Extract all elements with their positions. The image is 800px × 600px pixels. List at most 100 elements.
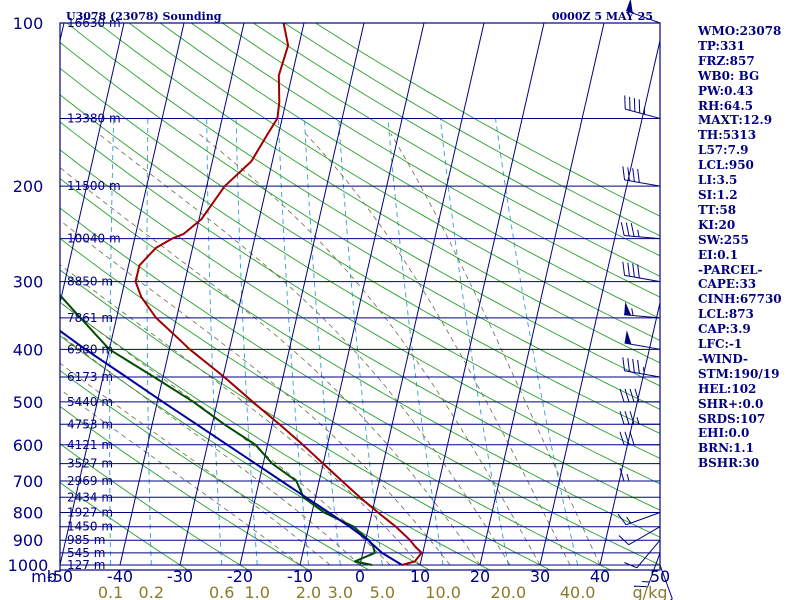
- height-label: 985 m: [67, 533, 105, 547]
- panel-item: LI:3.5: [698, 173, 738, 188]
- mixing-ratio-label: 0.6: [209, 583, 234, 600]
- wind-barb: [626, 0, 661, 24]
- dry-adiabat: [60, 301, 491, 570]
- isotherm-line: [539, 38, 660, 566]
- wind-barb: [634, 552, 661, 588]
- height-label: 5440 m: [67, 395, 113, 409]
- sounding-series-2: [60, 329, 403, 566]
- wind-barbs: [617, 0, 673, 600]
- panel-item: WB0: BG: [698, 68, 760, 83]
- pressure-label: 500: [13, 393, 44, 412]
- sounding-indices-panel: WMO:23078 TP:331 FRZ:857 WB0: BG PW:0.43 RH:6…: [698, 24, 798, 471]
- dry-adiabat: [60, 443, 250, 570]
- sounding-time: 0000Z 5 MAY 25: [552, 10, 653, 23]
- panel-item: SW:255: [698, 232, 749, 247]
- isotherm-line: [239, 23, 365, 566]
- sounding-series-1: [60, 294, 376, 566]
- dry-adiabat: [315, 23, 660, 217]
- panel-item: EI:0.1: [698, 247, 739, 262]
- mixing-ratio-line: [206, 118, 223, 566]
- panel-item: LFC:-1: [698, 337, 743, 352]
- isotherm-line: [359, 23, 485, 566]
- wind-barb: [659, 564, 673, 600]
- wind-barb: [624, 95, 661, 119]
- wind-barb: [619, 431, 660, 446]
- dry-adiabat: [60, 177, 660, 538]
- temperature-tick-label: -30: [167, 567, 193, 586]
- mixing-ratio-label: 2.0: [296, 583, 321, 600]
- height-label: 2969 m: [67, 474, 113, 488]
- temperature-tick-label: -40: [107, 567, 133, 586]
- mixing-ratio-unit: g/kg: [633, 583, 668, 600]
- isotherm-line: [60, 23, 185, 566]
- mixing-ratio-label: 5.0: [370, 583, 395, 600]
- wind-barb: [619, 411, 660, 425]
- panel-item: SI:1.2: [698, 187, 738, 202]
- dry-adiabat: [60, 482, 189, 570]
- isotherm-line: [479, 23, 605, 566]
- temperature-tick-label: 10: [410, 567, 430, 586]
- panel-item: LCL:873: [698, 307, 754, 322]
- panel-item: WMO:23078: [698, 24, 782, 38]
- temperature-tick-label: -50: [47, 567, 73, 586]
- panel-item: CAP:3.9: [698, 322, 751, 337]
- pressure-unit-label: mb: [31, 567, 57, 586]
- wind-barb: [618, 526, 661, 546]
- moist-adiabat: [60, 220, 451, 566]
- height-label: 2434 m: [67, 490, 113, 504]
- temperature-tick-label: -10: [287, 567, 313, 586]
- panel-item: PW:0.43: [698, 83, 754, 98]
- pressure-label: 900: [13, 531, 44, 550]
- temperature-tick-label: -20: [227, 567, 253, 586]
- dry-adiabat: [60, 269, 552, 570]
- mixing-ratio-label: 20.0: [491, 583, 527, 600]
- panel-item: TP:331: [698, 38, 746, 53]
- moist-adiabat: [305, 133, 571, 566]
- mixing-ratio-line: [109, 118, 115, 566]
- panel-item: -WIND-: [698, 351, 748, 366]
- pressure-label: 300: [13, 273, 44, 292]
- panel-item: RH:64.5: [698, 98, 753, 113]
- sounding-series-0: [134, 23, 423, 566]
- isotherms: [60, 23, 660, 566]
- moist-adiabat: [60, 388, 301, 566]
- wind-barb: [622, 357, 661, 378]
- panel-item: STM:190/19: [698, 366, 780, 381]
- panel-item: FRZ:857: [698, 53, 755, 68]
- temperature-tick-label: 0: [355, 567, 365, 586]
- panel-item: BSHR:30: [698, 456, 760, 471]
- mixing-ratio-label: 3.0: [328, 583, 353, 600]
- height-label: 3527 m: [67, 457, 113, 471]
- pressure-label: 700: [13, 472, 44, 491]
- height-label: 7861 m: [67, 311, 113, 325]
- pressure-label: 600: [13, 436, 44, 455]
- isobars: [60, 23, 660, 566]
- panel-item: TH:5313: [698, 128, 757, 143]
- height-label: 6173 m: [67, 370, 113, 384]
- height-label: 10040 m: [67, 232, 121, 246]
- wind-barb: [624, 301, 661, 319]
- height-label: 127 m: [67, 558, 105, 572]
- dry-adiabat: [60, 369, 370, 570]
- height-label: 4753 m: [67, 417, 113, 431]
- panel-item: SRDS:107: [698, 411, 766, 426]
- height-label: 16630 m: [67, 16, 121, 30]
- wind-barb: [619, 467, 660, 482]
- dry-adiabat: [253, 23, 660, 257]
- mixing-ratio-label: 1.0: [244, 583, 269, 600]
- dry-adiabat: [60, 94, 660, 459]
- temperature-tick-label: 30: [530, 567, 550, 586]
- isotherm-line: [599, 300, 660, 566]
- pressure-label: 1000: [8, 556, 49, 575]
- plot-frame: [59, 22, 661, 571]
- station-title: U3078 (23078) Sounding: [66, 10, 222, 23]
- height-label: 11500 m: [67, 179, 121, 193]
- dry-adiabat: [60, 405, 310, 570]
- temperature-tick-label: 50: [650, 567, 670, 586]
- wind-barb: [619, 388, 660, 403]
- panel-item: MAXT:12.9: [698, 113, 773, 128]
- isotherm-line: [119, 23, 245, 566]
- panel-item: CINH:67730: [698, 292, 782, 307]
- panel-item: LCL:950: [698, 158, 754, 173]
